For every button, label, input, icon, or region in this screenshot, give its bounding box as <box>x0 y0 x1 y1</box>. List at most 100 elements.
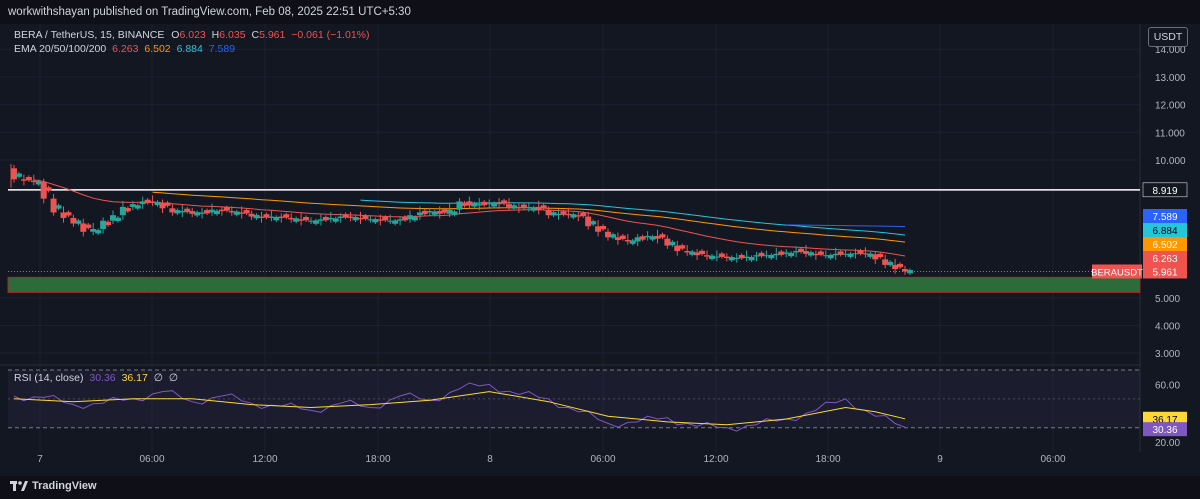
candle[interactable] <box>530 207 537 211</box>
candle[interactable] <box>535 206 542 210</box>
candle[interactable] <box>837 251 844 255</box>
candle[interactable] <box>60 212 67 218</box>
candle[interactable] <box>595 226 602 232</box>
candle[interactable] <box>902 269 908 272</box>
candle[interactable] <box>248 213 255 217</box>
candle[interactable] <box>783 252 790 254</box>
candle[interactable] <box>862 253 869 255</box>
symbol-price-tag[interactable] <box>1092 264 1142 279</box>
candle[interactable] <box>614 237 621 241</box>
symbol-name[interactable]: BERA / TetherUS, 15, BINANCE <box>14 29 165 41</box>
candle[interactable] <box>793 251 800 253</box>
candle[interactable] <box>411 216 418 221</box>
ema-label[interactable]: EMA 20/50/100/200 <box>14 43 107 55</box>
candle[interactable] <box>822 255 829 257</box>
candle[interactable] <box>204 210 211 214</box>
candle[interactable] <box>317 219 324 221</box>
candle[interactable] <box>768 254 775 259</box>
candle[interactable] <box>525 206 532 209</box>
candle[interactable] <box>481 201 488 206</box>
candle[interactable] <box>560 211 567 215</box>
candle[interactable] <box>223 207 230 211</box>
candle[interactable] <box>704 255 710 257</box>
rsi-pane[interactable] <box>0 366 1140 452</box>
candle[interactable] <box>357 217 364 220</box>
candle[interactable] <box>75 220 82 224</box>
candle[interactable] <box>674 245 681 252</box>
candle[interactable] <box>713 256 720 258</box>
candle[interactable] <box>100 220 107 229</box>
candle[interactable] <box>392 220 399 224</box>
candle[interactable] <box>332 218 339 222</box>
candle[interactable] <box>847 253 854 257</box>
candle[interactable] <box>303 216 310 221</box>
candle[interactable] <box>416 212 423 216</box>
candle[interactable] <box>95 230 102 234</box>
candle[interactable] <box>817 251 824 255</box>
candle[interactable] <box>520 204 527 208</box>
candle[interactable] <box>174 210 181 214</box>
candle[interactable] <box>407 215 413 220</box>
candle[interactable] <box>55 205 62 209</box>
candle[interactable] <box>877 253 884 258</box>
candle[interactable] <box>812 253 819 256</box>
candle[interactable] <box>763 255 770 257</box>
candle[interactable] <box>684 251 691 253</box>
candle[interactable] <box>699 250 706 255</box>
candle[interactable] <box>694 252 701 256</box>
candle[interactable] <box>748 257 755 261</box>
candle[interactable] <box>431 211 438 215</box>
rsi-label[interactable]: RSI (14, close) <box>14 372 84 384</box>
candle[interactable] <box>669 241 676 246</box>
candle[interactable] <box>471 203 478 207</box>
candle[interactable] <box>466 201 473 206</box>
candle[interactable] <box>421 210 428 215</box>
candle[interactable] <box>906 269 913 274</box>
price-pane[interactable] <box>0 24 1140 364</box>
candle[interactable] <box>362 215 369 219</box>
candle[interactable] <box>11 168 17 180</box>
candle[interactable] <box>803 251 809 254</box>
candle[interactable] <box>164 202 171 206</box>
candle[interactable] <box>90 229 97 232</box>
candle[interactable] <box>872 254 879 260</box>
candle[interactable] <box>664 238 671 246</box>
candle[interactable] <box>743 256 750 258</box>
candle[interactable] <box>50 198 57 213</box>
candle[interactable] <box>179 211 186 213</box>
candle[interactable] <box>426 211 433 213</box>
candle[interactable] <box>144 199 151 204</box>
candle[interactable] <box>15 173 22 177</box>
candle[interactable] <box>555 213 562 216</box>
candle[interactable] <box>367 219 374 221</box>
candle[interactable] <box>580 212 587 217</box>
candle[interactable] <box>209 209 215 213</box>
candle[interactable] <box>882 259 889 265</box>
candle[interactable] <box>624 240 631 242</box>
candle[interactable] <box>852 253 859 255</box>
candle[interactable] <box>159 202 166 209</box>
candle[interactable] <box>718 253 725 257</box>
candle[interactable] <box>842 253 849 255</box>
candle[interactable] <box>501 200 508 204</box>
candle[interactable] <box>867 253 874 257</box>
candle[interactable] <box>807 252 814 256</box>
candle[interactable] <box>218 209 225 212</box>
candle[interactable] <box>149 201 156 203</box>
candle[interactable] <box>253 214 260 219</box>
candle[interactable] <box>619 235 626 239</box>
candle[interactable] <box>738 254 745 259</box>
candle[interactable] <box>30 180 37 183</box>
candle[interactable] <box>293 218 300 222</box>
candle[interactable] <box>105 221 112 226</box>
candle[interactable] <box>238 212 245 214</box>
candle[interactable] <box>733 257 740 259</box>
candle[interactable] <box>154 201 161 206</box>
candle[interactable] <box>708 255 715 259</box>
candle[interactable] <box>634 237 641 242</box>
candle[interactable] <box>342 214 349 218</box>
candle[interactable] <box>213 210 220 215</box>
candle[interactable] <box>753 255 760 257</box>
candle[interactable] <box>649 236 656 240</box>
candle[interactable] <box>119 206 126 216</box>
